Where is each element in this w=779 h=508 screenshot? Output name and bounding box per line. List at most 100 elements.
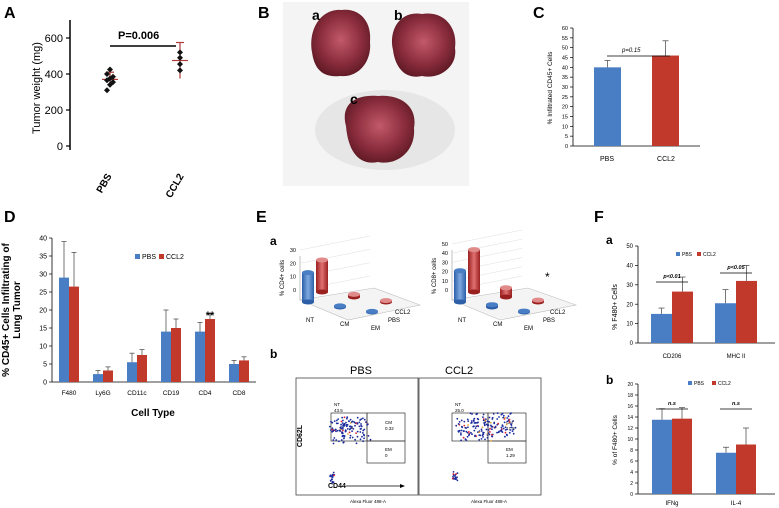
flow-event-dot bbox=[457, 430, 460, 432]
e-3d-bar-top bbox=[500, 285, 512, 291]
flow-event-dot bbox=[500, 426, 503, 429]
flow-event-dot bbox=[351, 436, 354, 439]
flow-event-dot bbox=[474, 427, 477, 429]
flow-event-dot bbox=[358, 421, 361, 424]
flow-event-dot bbox=[333, 437, 336, 439]
flow-event-dot bbox=[477, 425, 480, 428]
flow-event-dot bbox=[348, 428, 351, 431]
panel-c-ytick-label: 60 bbox=[562, 26, 568, 32]
flow-event-dot bbox=[512, 428, 515, 431]
panel-d-ytick-label: 30 bbox=[39, 271, 47, 278]
e-3d-bar-top bbox=[334, 303, 346, 309]
panel-a-point bbox=[177, 49, 183, 56]
legend-ccl2-swatch bbox=[159, 254, 164, 259]
panel-f-b-ytick-label: 14 bbox=[627, 415, 633, 421]
flow-event-dot bbox=[452, 476, 454, 478]
flow-event-dot bbox=[452, 473, 455, 475]
flow-event-dot bbox=[490, 424, 492, 427]
panel-b-photo: a b c bbox=[283, 2, 469, 186]
panel-f-b-ytick-label: 0 bbox=[630, 492, 633, 498]
flow-event-dot bbox=[460, 433, 462, 436]
f-b-annotation-1: n.s bbox=[668, 401, 676, 407]
flow-event-dot bbox=[510, 423, 512, 425]
panel-a-pvalue: P=0.006 bbox=[118, 30, 159, 42]
panel-f-sub-b: b bbox=[606, 373, 613, 387]
flow-event-dot bbox=[488, 433, 491, 436]
panel-label-a: A bbox=[4, 5, 16, 22]
flow-event-dot bbox=[358, 425, 361, 428]
flow-event-dot bbox=[455, 473, 457, 475]
e-left-xtick-cm: CM bbox=[340, 322, 349, 328]
f-b-annotation-2: n.s bbox=[732, 401, 740, 407]
flow-event-dot bbox=[512, 432, 515, 435]
flow-event-dot bbox=[347, 433, 349, 435]
flow-event-dot bbox=[353, 421, 356, 423]
flow-event-dot bbox=[482, 416, 484, 418]
flow-title-ccl2: CCL2 bbox=[445, 365, 473, 377]
panel-d-bar: % CD45+ Cells Infiltrating of Lung Tumor… bbox=[1, 235, 256, 419]
panel-a-xtick-ccl2: CCL2 bbox=[164, 172, 187, 200]
panel-c-ytick-label: 25 bbox=[562, 95, 568, 101]
flow-event-dot bbox=[453, 477, 456, 480]
flow-event-dot bbox=[504, 429, 507, 431]
f-b-xtick-il4: IL-4 bbox=[731, 501, 742, 507]
panel-d-bar-cd8-pbs bbox=[229, 364, 239, 382]
panel-d-bar-cd19-ccl2 bbox=[171, 328, 181, 382]
flow-event-dot bbox=[338, 429, 341, 432]
gate-ccl2-em-label: EM bbox=[506, 447, 513, 452]
flow-event-dot bbox=[332, 442, 335, 445]
panel-d-bar-cd11c-pbs bbox=[127, 362, 137, 382]
panel-d-ylabel: % CD45+ Cells Infiltrating of bbox=[1, 243, 12, 377]
flow-event-dot bbox=[455, 424, 458, 427]
panel-e-sub-a: a bbox=[270, 234, 277, 248]
flow-event-dot bbox=[341, 416, 344, 419]
panel-f-b-ytick-label: 4 bbox=[630, 470, 633, 476]
f-b-legend-ccl2-label: CCL2 bbox=[718, 381, 731, 387]
e-3d-ytick-label: 20 bbox=[290, 261, 296, 267]
flow-event-dot bbox=[361, 432, 364, 434]
e-3d-bar-base bbox=[316, 289, 328, 295]
panel-f-b-ytick-label: 10 bbox=[627, 437, 633, 443]
panel-f-b-bar: b % of F480+ Cells 0 2 4 6 8 10 12 14 16 18 20 PBS… bbox=[606, 373, 775, 507]
e-right-xtick-nt: NT bbox=[458, 318, 466, 324]
panel-a-point bbox=[107, 66, 113, 73]
panel-d-ytick-label: 35 bbox=[39, 253, 47, 260]
flow-event-dot bbox=[483, 422, 485, 424]
flow-event-dot bbox=[330, 429, 332, 431]
e-3d-gridline bbox=[451, 229, 523, 245]
panel-f-b-ytick-label: 12 bbox=[627, 426, 633, 432]
flow-event-dot bbox=[493, 426, 496, 429]
panel-c-ytick-label: 20 bbox=[562, 105, 568, 111]
flow-event-dot bbox=[502, 416, 505, 419]
flow-event-dot bbox=[333, 474, 335, 477]
panel-c-ytick-label: 5 bbox=[565, 134, 568, 140]
panel-f-b-ytick-label: 18 bbox=[627, 393, 633, 399]
flow-event-dot bbox=[335, 419, 338, 422]
e-right-depth-ccl2: CCL2 bbox=[550, 310, 566, 316]
flow-event-dot bbox=[497, 422, 500, 425]
flow-xaxis-label: CD44 bbox=[328, 483, 346, 490]
flow-event-dot bbox=[498, 416, 500, 418]
panel-d-bar-cd4-pbs bbox=[195, 331, 205, 382]
flow-event-dot bbox=[460, 419, 463, 422]
panel-f-a-ytick-label: 10 bbox=[626, 322, 633, 328]
flow-event-dot bbox=[496, 431, 498, 434]
legend-ccl2-label: CCL2 bbox=[166, 254, 184, 261]
panel-f-b-ytick-label: 20 bbox=[627, 382, 633, 388]
e-3d-ytick-label: 50 bbox=[442, 242, 448, 248]
flow-event-dot bbox=[329, 474, 332, 477]
e-3d-bar-top bbox=[366, 308, 378, 314]
flow-event-dot bbox=[494, 425, 497, 428]
flow-event-dot bbox=[338, 440, 340, 443]
legend-pbs-label: PBS bbox=[142, 254, 156, 261]
flow-event-dot bbox=[346, 417, 348, 420]
flow-event-dot bbox=[458, 429, 461, 432]
flow-event-dot bbox=[360, 425, 363, 428]
flow-event-dot bbox=[456, 472, 459, 474]
flow-title-pbs: PBS bbox=[350, 365, 372, 377]
panel-d-legend: PBS CCL2 bbox=[135, 254, 184, 261]
flow-event-dot bbox=[461, 425, 463, 428]
flow-event-dot bbox=[331, 476, 334, 478]
flow-event-dot bbox=[480, 438, 483, 440]
flow-event-dot bbox=[473, 425, 475, 428]
